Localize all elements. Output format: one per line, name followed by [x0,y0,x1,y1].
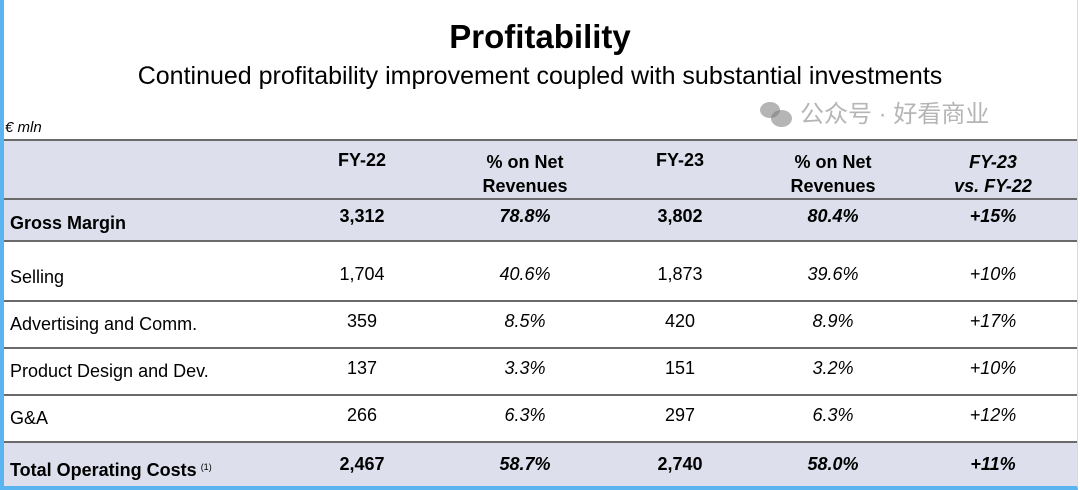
header-pct23: % on Net Revenues [753,150,913,198]
page-title: Profitability [449,18,631,55]
watermark-text: 公众号 · 好看商业 [800,101,990,128]
value-pct23: 3.2% [812,358,854,378]
value-fy22: 266 [346,405,378,425]
row-label: Selling [10,267,65,287]
watermark: 公众号 · 好看商业 [760,100,989,130]
header-text: FY-23 [969,152,1017,172]
header-pct22: % on Net Revenues [445,150,605,198]
value-pct23: 6.3% [812,405,854,425]
row-label: Gross Margin [10,213,127,233]
header-text: Revenues [790,176,876,196]
header-fy23: FY-23 [655,150,705,170]
row-label-text: Total Operating Costs [10,460,197,480]
value-pct23: 8.9% [812,311,854,331]
table-row: Advertising and Comm. 359 8.5% 420 8.9% … [4,300,1077,347]
value-pct22: 58.7% [499,454,551,474]
row-label: G&A [10,408,49,428]
value-pct22: 8.5% [504,311,546,331]
row-label: Product Design and Dev. [10,361,209,381]
value-pct22: 40.6% [499,264,551,284]
value-delta: +17% [969,311,1017,331]
value-delta: +15% [969,206,1017,226]
value-fy23: 420 [664,311,696,331]
value-pct22: 78.8% [499,206,551,226]
value-delta: +10% [969,358,1017,378]
value-fy23: 3,802 [657,206,703,226]
value-fy22: 2,467 [339,454,385,474]
table-row: Gross Margin 3,312 78.8% 3,802 80.4% +15… [4,198,1077,241]
page-subtitle: Continued profitability improvement coup… [137,62,943,90]
table-row: G&A 266 6.3% 297 6.3% +12% [4,394,1077,441]
table-row: Product Design and Dev. 137 3.3% 151 3.2… [4,347,1077,394]
value-fy23: 151 [664,358,696,378]
value-pct22: 3.3% [504,358,546,378]
value-delta: +11% [970,454,1016,474]
table-row-total: Total Operating Costs (1) 2,467 58.7% 2,7… [4,441,1077,486]
value-fy22: 1,704 [339,264,385,284]
value-fy23: 1,873 [657,264,703,284]
header-text: % on Net [486,152,564,172]
unit-label: € mln [5,119,42,136]
header-text: Revenues [482,176,568,196]
value-fy23: 297 [664,405,696,425]
header-text: % on Net [794,152,872,172]
value-delta: +12% [969,405,1017,425]
value-pct23: 39.6% [807,264,859,284]
header-delta: FY-23 vs. FY-22 [913,150,1073,198]
footnote-marker: (1) [200,462,212,472]
value-pct22: 6.3% [504,405,546,425]
row-label: Total Operating Costs (1) [10,460,310,481]
value-fy22: 359 [346,311,378,331]
value-fy22: 137 [346,358,378,378]
value-fy23: 2,740 [657,454,703,474]
table-row: Selling 1,704 40.6% 1,873 39.6% +10% [4,255,1077,301]
value-fy22: 3,312 [339,206,385,226]
row-label: Advertising and Comm. [10,314,198,334]
wechat-icon [760,102,792,128]
value-pct23: 80.4% [807,206,859,226]
header-fy22: FY-22 [337,150,387,170]
value-delta: +10% [969,264,1017,284]
table-header: FY-22 % on Net Revenues FY-23 % on Net Rev… [4,139,1077,199]
header-text: vs. FY-22 [954,176,1032,196]
spacer-row [4,240,1077,255]
value-pct23: 58.0% [807,454,859,474]
